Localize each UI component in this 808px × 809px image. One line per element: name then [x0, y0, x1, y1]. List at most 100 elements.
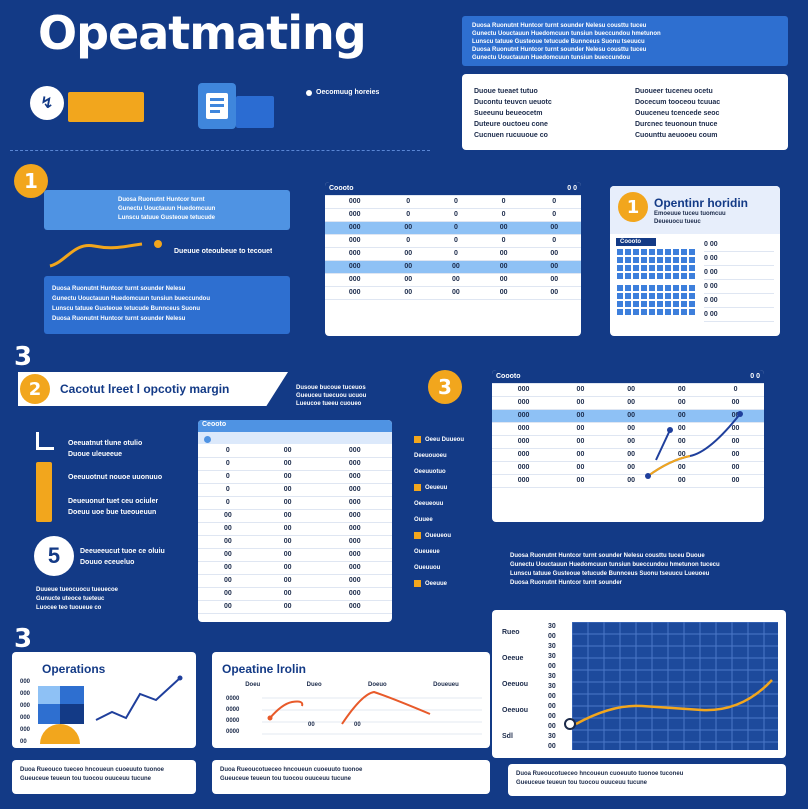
table-cell: 000	[317, 600, 392, 614]
axis-label: 000	[20, 679, 31, 685]
table-row: 0 00 000	[198, 483, 392, 497]
heatmap-cell	[673, 301, 679, 307]
heatmap-cell	[665, 285, 671, 291]
heatmap-cell	[649, 257, 655, 263]
legend-item: Ouuee	[414, 517, 433, 523]
right-card-value: 0 00	[704, 294, 774, 308]
legend-list: Oeeu Duueou Deeuouoeu Oeeuuotuo Oeueuu Oeeue…	[414, 432, 494, 592]
axis-label: 000	[20, 691, 31, 697]
y-tick-label: 30	[548, 683, 556, 690]
table-cell: 000	[492, 396, 556, 410]
legend-item: Oueueue	[414, 549, 440, 555]
heatmap-cell	[617, 257, 623, 263]
table-row: 000 00 00 00 00	[492, 422, 764, 436]
bottom-left-caption-box: Duoa Rueouco tueceo hncoueun cuoeuuto tu…	[12, 760, 196, 794]
legend-swatch	[414, 483, 421, 491]
table-cell: 00	[605, 383, 657, 397]
table-cell: 000	[325, 221, 385, 235]
table-row: 000 00 00 00 00	[325, 273, 581, 287]
table-cell: 000	[325, 195, 385, 209]
table-cell: 00	[527, 247, 581, 261]
legend-item: Oueueou	[414, 528, 494, 544]
table-cell: 0	[527, 234, 581, 248]
table-cell: 00	[527, 273, 581, 287]
side-label: Oeeuou	[502, 707, 529, 714]
y-tick-label: 00	[548, 703, 556, 710]
table-cell: 00	[555, 396, 606, 410]
table-cell: 0	[479, 195, 528, 209]
section3-overlay-line	[645, 411, 743, 479]
legend-item: Oeeueouu	[414, 501, 444, 507]
side-label: Sdl	[502, 733, 513, 740]
table-cell: 0	[432, 234, 480, 248]
table-cell: 00	[257, 444, 318, 458]
number-five-icon: 5	[34, 536, 74, 576]
grid-chart-line	[575, 679, 773, 726]
table-row: 000 00 00 00 00	[492, 461, 764, 475]
heatmap-cell	[681, 285, 687, 291]
right-card-value: 0 00	[704, 280, 774, 294]
table-cell: 00	[257, 522, 318, 536]
right-card: Opentinr horidin Emoeuue tuceu tuomcuu D…	[610, 186, 780, 336]
heatmap-cell	[657, 273, 663, 279]
table-cell: 00	[605, 396, 657, 410]
list-item: Oeeuatnut tlune otulio Duoue uleueeue	[68, 440, 143, 458]
table-cell: 00	[257, 509, 318, 523]
heatmap-cell	[625, 285, 631, 291]
table-cell: 00	[257, 483, 318, 497]
heatmap-cell	[633, 301, 639, 307]
table-cell: 00	[257, 470, 318, 484]
side-label: Oeeue	[502, 655, 524, 662]
heatmap-cell	[641, 257, 647, 263]
column-label: Doeu	[245, 682, 261, 688]
heatmap-cell	[617, 309, 623, 315]
section1-lower-box: Duosa Ruonutnt Huntcor turnt sounder Nel…	[44, 276, 290, 334]
heatmap-cell	[689, 273, 695, 279]
list-item: Deeueeucut tuoe ce oluiu Douuo eceueluo	[80, 548, 165, 566]
table-cell: 00	[605, 461, 657, 475]
table-cell: 00	[384, 247, 433, 261]
heatmap-cell	[673, 257, 679, 263]
table-cell: 0	[198, 457, 258, 471]
header-divider	[10, 150, 430, 151]
legend-item: Deeuouoeu	[414, 453, 447, 459]
bottom-mid-title: Opeatine lrolin	[222, 662, 307, 676]
section3-paragraph: Duosa Ruonutnt Huntcor turnt sounder Nel…	[510, 553, 720, 586]
table-cell: 00	[198, 587, 258, 601]
legend-swatch	[414, 435, 421, 443]
heatmap-cell	[649, 249, 655, 255]
y-tick-label: 00	[548, 663, 556, 670]
table-cell: 0	[527, 195, 581, 209]
grid-line-chart: Rueo Oeeue Oeeuou Oeeuou Sdl 30 00 30 30 00 30 30 0…	[492, 610, 786, 758]
column-label: Doeuo	[368, 682, 387, 688]
right-card-value: 0 00	[704, 308, 774, 322]
table-cell: 0	[384, 208, 433, 222]
right-card-value: 0 00	[704, 252, 774, 266]
heatmap-cell	[633, 265, 639, 271]
table-cell: 00	[605, 409, 657, 423]
heatmap-cell	[649, 293, 655, 299]
table-cell: 00	[432, 260, 480, 274]
heatmap-cell	[673, 309, 679, 315]
heatmap-cell	[633, 257, 639, 263]
curved-arrow-icon	[49, 240, 162, 268]
heatmap-cell	[641, 301, 647, 307]
table-cell: 000	[492, 409, 556, 423]
table-cell: 00	[257, 600, 318, 614]
heatmap-cell	[641, 249, 647, 255]
heatmap-cell	[673, 249, 679, 255]
table-cell: 0	[198, 483, 258, 497]
legend-item: Oeeuuotuo	[414, 469, 446, 475]
table-row: 0 00 000	[198, 470, 392, 484]
table-cell: 00	[257, 574, 318, 588]
table-cell: 00	[384, 221, 433, 235]
table-cell: 00	[656, 435, 708, 449]
heatmap-cell	[689, 249, 695, 255]
table-cell: 00	[527, 286, 581, 300]
legend-item: Oueuuou	[414, 565, 441, 571]
table-cell: 00	[527, 260, 581, 274]
y-tick-label: 30	[548, 623, 556, 630]
table-cell: 00	[656, 448, 708, 462]
table-cell: 00	[198, 535, 258, 549]
